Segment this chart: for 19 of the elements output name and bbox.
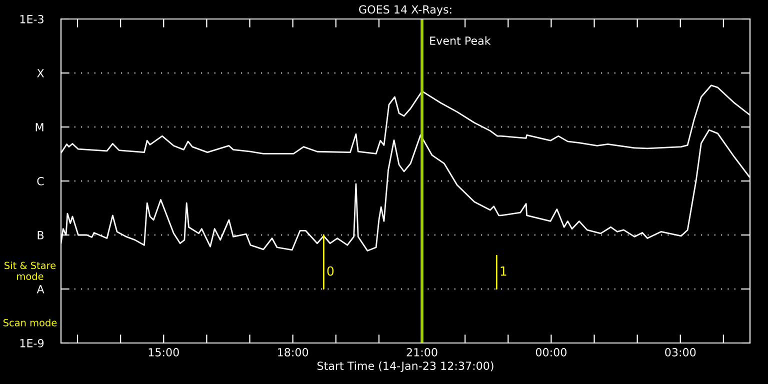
annotation: 1 [500, 266, 506, 276]
x-tick-label: 00:00 [536, 348, 566, 356]
x-tick-label: 21:00 [406, 348, 438, 356]
y-tick-label: B [38, 231, 44, 240]
x-tick-label: 03:00 [665, 348, 696, 356]
y-tick-label: 1E-9 [20, 338, 44, 348]
text: Sit & Stare mode [4, 262, 56, 280]
x-axis-title: Start Time (14-Jan-23 12:37:00) [317, 361, 494, 372]
x-tick-label: 18:00 [278, 348, 308, 356]
y-tick-label: 1E-3 [20, 14, 44, 24]
text: Scan mode [3, 318, 57, 326]
ref-line-label: Event Peak [430, 36, 491, 45]
y-tick-label: A [36, 285, 44, 294]
x-tick-label: 15:00 [148, 348, 179, 356]
y-tick-label: C [37, 176, 44, 186]
annotation: 0 [327, 266, 334, 276]
y-tick-label: X [37, 69, 44, 78]
y-tick-label: M [36, 123, 44, 132]
chart-title: GOES 14 X-Rays: [359, 5, 452, 16]
